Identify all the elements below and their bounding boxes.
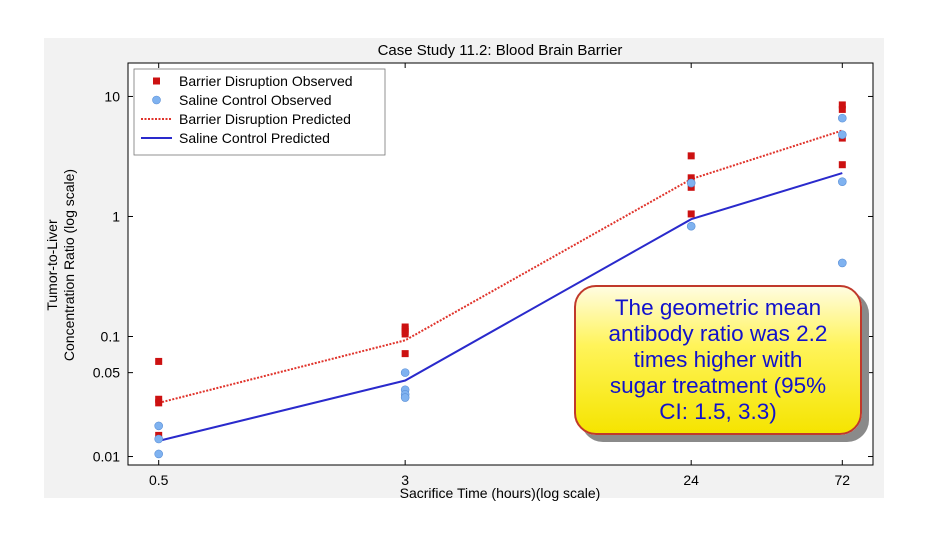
series-lines: [158, 129, 843, 442]
series-line: [158, 172, 843, 442]
y-tick-label: 0.01: [93, 449, 120, 465]
data-point-circle: [838, 113, 847, 123]
data-point-circle: [838, 130, 847, 140]
data-point-circle: [400, 393, 410, 402]
data-point-square: [687, 152, 695, 160]
data-point-square: [155, 399, 163, 407]
data-point-circle: [838, 177, 847, 186]
y-tick-label: 0.05: [93, 365, 120, 381]
legend-box: [133, 68, 386, 156]
legend-swatch-square: [153, 77, 160, 85]
series-line: [158, 129, 843, 404]
x-tick-label: 24: [683, 472, 699, 488]
annotation-callout: The geometric mean antibody ratio was 2.…: [574, 285, 862, 435]
data-point-circle: [686, 221, 696, 231]
data-point-square: [155, 395, 163, 403]
data-point-circle: [400, 368, 410, 377]
y-axis-label-line-1: Tumor-to-Liver: [44, 219, 60, 311]
data-point-square: [155, 357, 163, 365]
data-point-square: [838, 161, 846, 169]
y-axis-label-group: Tumor-to-Liver Concentration Ratio (log …: [44, 169, 77, 361]
axis-ticks: 0.5 3 24 72 0.01 0.05 0.1 1 10: [93, 63, 873, 488]
x-tick-label: 3: [401, 472, 409, 488]
x-tick-label: 72: [835, 472, 851, 488]
legend-label: Saline Control Predicted: [179, 130, 330, 146]
y-tick-label: 0.1: [101, 329, 121, 345]
data-point-circle: [838, 258, 847, 268]
data-point-square: [687, 174, 695, 182]
chart-title: Case Study 11.2: Blood Brain Barrier: [378, 42, 623, 59]
data-point-square: [401, 330, 409, 338]
legend-label: Saline Control Observed: [179, 92, 332, 108]
data-point-square: [687, 210, 695, 218]
legend-label: Barrier Disruption Predicted: [179, 111, 351, 127]
legend-swatch-circle: [152, 95, 161, 105]
x-tick-label: 0.5: [149, 472, 169, 488]
data-point-circle: [154, 434, 163, 444]
y-tick-label: 1: [112, 208, 120, 224]
data-point-circle: [154, 421, 163, 431]
data-point-circle: [686, 178, 696, 188]
legend: Barrier Disruption Observed Saline Contro…: [133, 68, 386, 156]
annotation-text: The geometric mean antibody ratio was 2.…: [608, 295, 828, 424]
legend-label: Barrier Disruption Observed: [179, 73, 353, 89]
data-point-square: [838, 105, 846, 113]
series-markers: [154, 101, 847, 459]
data-point-circle: [154, 449, 163, 459]
data-point-square: [401, 350, 409, 358]
y-tick-label: 10: [104, 88, 120, 104]
x-axis-label: Sacrifice Time (hours)(log scale): [400, 485, 601, 501]
data-point-square: [838, 101, 846, 109]
y-axis-label-line-2: Concentration Ratio (log scale): [61, 169, 77, 361]
